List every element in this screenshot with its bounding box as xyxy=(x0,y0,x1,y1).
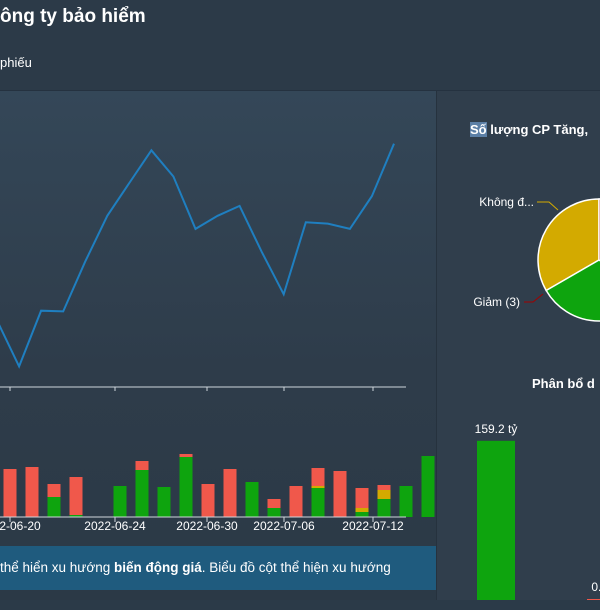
distribution-bar-label: 0.9 tỷ xyxy=(591,580,600,594)
bar-x-tick-label: 2022-06-30 xyxy=(176,519,238,533)
volume-bar-up xyxy=(47,497,61,517)
panel-divider xyxy=(436,91,437,600)
volume-bar-down xyxy=(377,485,391,490)
bar-x-tick-label: 2022-06-20 xyxy=(0,519,41,533)
volume-bar-up xyxy=(245,482,259,517)
volume-bar-up xyxy=(267,508,281,517)
info-text-bold: biến động giá xyxy=(113,560,202,575)
volume-bar-down xyxy=(267,499,281,508)
volume-bar-up xyxy=(399,486,413,517)
pie-label-down: Giảm (3) xyxy=(473,295,520,309)
volume-bar-up xyxy=(69,515,83,517)
volume-bar-up xyxy=(157,487,171,517)
volume-bar-chart: 2022-06-20 2022-06-24 2022-06-30 2022-07-06… xyxy=(0,454,435,533)
distribution-bar-label: 159.2 tỷ xyxy=(475,422,518,436)
volume-bar-up xyxy=(311,488,325,517)
pie-slice xyxy=(545,259,600,322)
volume-bar-down xyxy=(47,484,61,497)
distribution-bar xyxy=(477,440,515,600)
bar-x-tick-label: 2022-07-06 xyxy=(253,519,315,533)
volume-bar-down xyxy=(289,486,303,517)
volume-bar-neutral xyxy=(311,486,325,488)
pie-title-rest: lượng CP Tăng, xyxy=(486,122,589,137)
volume-bar-down xyxy=(135,461,149,470)
volume-bar-down xyxy=(333,471,347,517)
volume-bar-down xyxy=(3,469,17,517)
volume-bar-down xyxy=(223,469,237,517)
price-line-chart: 2022-06-202022-06-242022-06-302022-07-06… xyxy=(0,143,406,391)
pie-label-connector xyxy=(537,201,559,211)
info-text-before: thể hiển xu hướng xyxy=(0,560,114,575)
volume-bar-down xyxy=(25,467,39,517)
info-description-bar: thể hiển xu hướng biến động giá. Biểu đồ… xyxy=(0,546,436,590)
volume-bar-neutral xyxy=(355,508,369,512)
volume-bar-down xyxy=(201,484,215,517)
stock-count-pie-chart: Không đ... Giảm (3) xyxy=(473,195,600,322)
volume-bar-up xyxy=(377,499,391,517)
pie-label-connector xyxy=(524,293,544,303)
distribution-chart-title: Phân bổ d xyxy=(532,376,595,391)
volume-bar-down xyxy=(69,477,83,515)
price-series-line xyxy=(0,143,395,369)
volume-bar-up xyxy=(179,457,193,517)
pie-slice xyxy=(537,198,600,292)
tab-stock[interactable]: phiếu xyxy=(0,55,32,70)
header-bar: ông ty bảo hiểm phiếu xyxy=(0,0,600,91)
pie-chart-title: Số lượng CP Tăng, xyxy=(470,122,588,137)
volume-bar-down xyxy=(179,454,193,457)
bar-x-tick-label: 2022-06-24 xyxy=(84,519,146,533)
bar-x-tick-label: 2022-07-12 xyxy=(342,519,404,533)
pie-label-neutral: Không đ... xyxy=(479,195,534,209)
summary-panel xyxy=(437,91,600,600)
pie-title-highlight: Số xyxy=(470,122,487,137)
volume-bar-up xyxy=(355,512,369,517)
volume-bar-up xyxy=(113,486,127,517)
volume-bar-up xyxy=(135,470,149,517)
volume-bar-down xyxy=(355,488,369,508)
volume-bar-down xyxy=(311,468,325,486)
value-distribution-bar-chart: 159.2 tỷ 0.9 tỷ xyxy=(475,422,600,600)
volume-bar-neutral xyxy=(377,490,391,499)
volume-bar-up xyxy=(421,456,435,517)
page-title: ông ty bảo hiểm xyxy=(0,6,146,27)
info-text-after: . Biểu đồ cột thể hiện xu hướng xyxy=(201,560,391,575)
